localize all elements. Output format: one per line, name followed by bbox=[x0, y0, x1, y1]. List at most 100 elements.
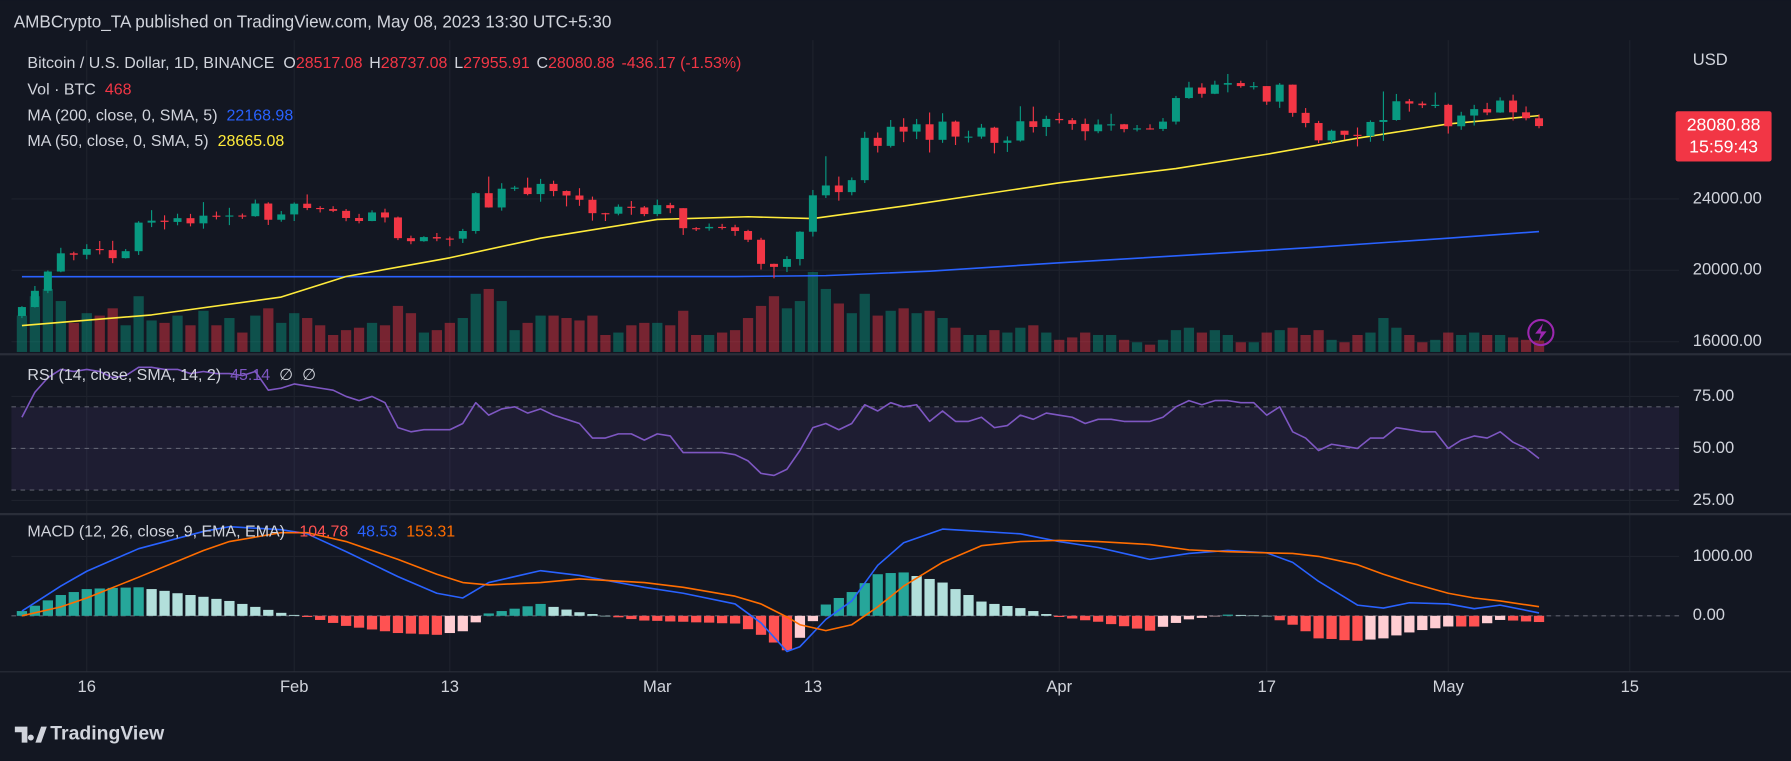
symbol: Bitcoin / U.S. Dollar, 1D, BINANCE bbox=[27, 55, 274, 72]
signal-value: 153.31 bbox=[406, 524, 455, 541]
candle-body bbox=[186, 218, 195, 224]
volume-bar bbox=[548, 315, 559, 352]
candle-body bbox=[1327, 130, 1336, 141]
x-tick-label: May bbox=[1433, 677, 1465, 696]
candle-body bbox=[484, 193, 493, 208]
candle-body bbox=[1496, 100, 1505, 113]
volume-bar bbox=[665, 325, 676, 352]
histogram-bar bbox=[1391, 615, 1402, 636]
histogram-bar bbox=[68, 592, 79, 616]
histogram-bar bbox=[1170, 615, 1182, 623]
candle-body bbox=[977, 127, 986, 137]
histogram-bar bbox=[185, 595, 196, 616]
volume-bar bbox=[444, 322, 455, 352]
volume-bar bbox=[120, 325, 131, 352]
ma50-value: 28665.08 bbox=[218, 133, 285, 150]
candle-body bbox=[264, 203, 273, 220]
replay-icon[interactable] bbox=[1527, 318, 1555, 347]
candle-body bbox=[912, 124, 921, 132]
candle-body bbox=[951, 121, 960, 137]
histogram-bar bbox=[1287, 615, 1298, 625]
volume-bar bbox=[42, 288, 53, 352]
candle-body bbox=[1171, 98, 1180, 122]
volume-bar bbox=[729, 330, 741, 352]
candle-body bbox=[43, 271, 52, 291]
ma200-value: 22168.98 bbox=[227, 108, 294, 125]
volume-bar bbox=[1131, 342, 1143, 352]
volume-bar bbox=[146, 320, 157, 352]
volume-bar bbox=[1261, 332, 1272, 352]
volume-bar bbox=[1326, 339, 1337, 352]
macd-legend: MACD (12, 26, close, 9, EMA, EMA) -104.7… bbox=[27, 524, 455, 541]
volume-bar bbox=[1443, 332, 1454, 352]
candle-body bbox=[1301, 112, 1310, 124]
volume-bar bbox=[1339, 342, 1350, 352]
icon-ring[interactable] bbox=[1527, 318, 1555, 347]
change-value: -436.17 (-1.53%) bbox=[621, 55, 741, 72]
ma50-name: MA (50, close, 0, SMA, 5) bbox=[27, 133, 208, 150]
histogram-bar bbox=[729, 615, 741, 624]
candle-body bbox=[653, 205, 662, 215]
ohlc-letter: O bbox=[283, 55, 295, 72]
histogram-bar bbox=[963, 595, 974, 616]
histogram-bar bbox=[535, 603, 546, 616]
candle-body bbox=[1042, 118, 1051, 127]
price-tag bbox=[1675, 111, 1772, 162]
ma200-name: MA (200, close, 0, SMA, 5) bbox=[27, 108, 217, 125]
candle-body bbox=[393, 217, 402, 239]
volume-bar bbox=[496, 301, 507, 352]
histogram-bar bbox=[911, 576, 922, 616]
histogram-bar bbox=[1093, 615, 1104, 622]
histogram-bar bbox=[172, 593, 183, 616]
histogram-bar bbox=[405, 615, 417, 634]
candle-body bbox=[860, 137, 869, 181]
candle-body bbox=[160, 220, 169, 222]
high-value: 28737.08 bbox=[381, 55, 448, 72]
volume-bar bbox=[198, 310, 209, 352]
histogram-bar bbox=[781, 615, 793, 651]
candle-body bbox=[1405, 101, 1414, 104]
histogram-bar bbox=[1339, 615, 1350, 641]
histogram-bar bbox=[872, 574, 883, 616]
candle-body bbox=[1418, 103, 1427, 106]
volume-bar bbox=[1274, 330, 1285, 352]
volume-bar bbox=[872, 315, 883, 352]
volume-bar bbox=[1002, 332, 1013, 352]
candle-body bbox=[458, 231, 467, 239]
ma200-legend: MA (200, close, 0, SMA, 5) 22168.98 bbox=[27, 108, 293, 125]
candle-body bbox=[731, 227, 740, 232]
y-tick-label: 75.00 bbox=[1693, 386, 1734, 405]
histogram-bar bbox=[522, 606, 533, 616]
close-value: 28080.88 bbox=[548, 55, 615, 72]
candle-body bbox=[1197, 87, 1206, 94]
candle-body bbox=[147, 220, 156, 223]
y-tick-label: 0.00 bbox=[1693, 605, 1725, 624]
candle-body bbox=[342, 210, 351, 218]
candle-body bbox=[471, 193, 480, 232]
histogram-bar bbox=[133, 587, 144, 616]
volume-bar bbox=[211, 325, 222, 352]
volume-bar bbox=[431, 330, 442, 352]
marks: 16 Feb 13 Mar 13 Apr 17 May 15 16000.00 20000.00 24… bbox=[11, 73, 1772, 696]
histogram-bar bbox=[1002, 606, 1013, 616]
candle-body bbox=[549, 183, 558, 192]
histogram-bar bbox=[794, 615, 806, 638]
candle-body bbox=[1535, 118, 1544, 127]
volume-bar bbox=[561, 318, 572, 352]
volume-bar bbox=[1417, 342, 1428, 352]
icon-bolt[interactable] bbox=[1535, 323, 1547, 342]
candle-body bbox=[368, 212, 377, 222]
histogram-bar bbox=[1157, 615, 1169, 627]
volume-bar bbox=[172, 315, 183, 352]
histogram-bar bbox=[16, 611, 28, 616]
candle-body bbox=[795, 231, 804, 260]
volume-bar bbox=[237, 332, 248, 352]
histogram-bar bbox=[989, 603, 1000, 616]
ohlc-letter: C bbox=[536, 55, 548, 72]
low-value: 27955.91 bbox=[463, 55, 530, 72]
histogram-bar bbox=[366, 615, 378, 630]
histogram-bar bbox=[1533, 615, 1545, 623]
histogram-bar bbox=[29, 605, 41, 616]
candle-body bbox=[990, 127, 999, 143]
histogram-bar bbox=[263, 609, 274, 616]
